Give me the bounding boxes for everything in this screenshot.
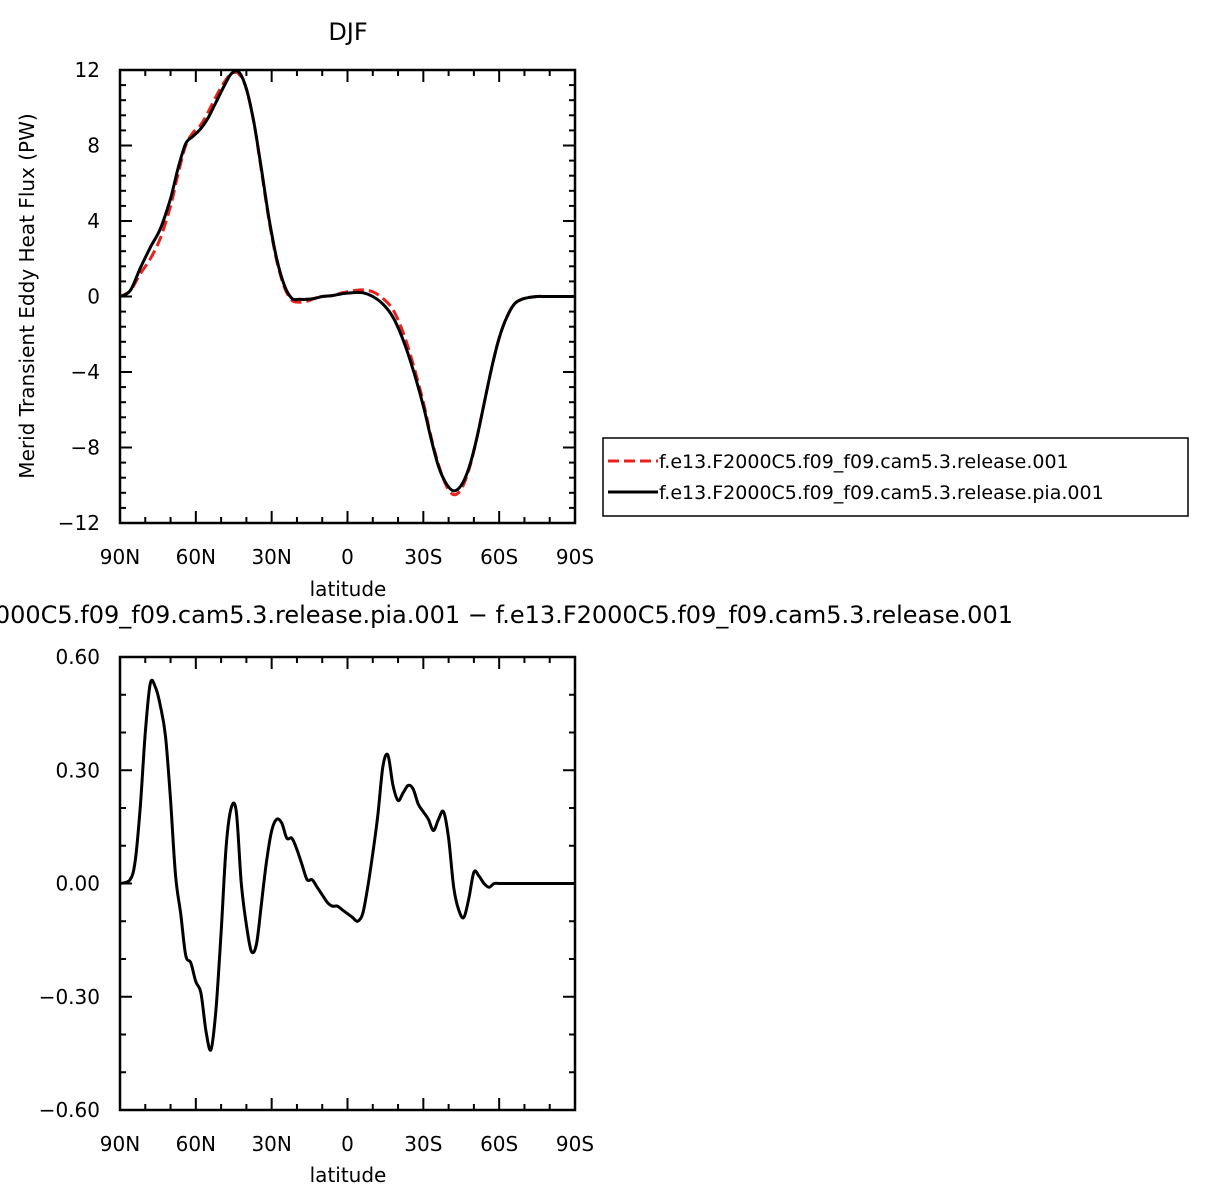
chart-title: f.e13.F2000C5.f09_f09.cam5.3.release.pia… bbox=[0, 601, 1013, 629]
top-chart: DJF 90N 60N 30N 0 30S 60S 90S 12 8 4 0 −4 −8 −12 lati… bbox=[15, 18, 1189, 601]
x-tick-label: 60N bbox=[176, 1132, 216, 1156]
series-line-2 bbox=[119, 69, 575, 493]
tick-labels: 90N 60N 30N 0 30S 60S 90S 12 8 4 0 −4 −8 −12 bbox=[58, 58, 594, 569]
x-tick-label: 90S bbox=[556, 545, 594, 569]
y-axis-label: Merid Transient Eddy Heat Flux (PW) bbox=[0, 700, 21, 1065]
y-tick-label: 8 bbox=[87, 134, 100, 158]
tick-marks bbox=[119, 69, 576, 524]
chart-title: DJF bbox=[328, 18, 367, 46]
x-axis-label: latitude bbox=[310, 1163, 387, 1187]
x-tick-label: 90N bbox=[100, 545, 140, 569]
tick-marks bbox=[119, 656, 576, 1111]
y-tick-label: 0 bbox=[87, 285, 100, 309]
x-tick-label: 0 bbox=[341, 545, 354, 569]
x-tick-label: 30S bbox=[404, 1132, 442, 1156]
plot-area bbox=[119, 678, 575, 1052]
y-tick-label: 12 bbox=[75, 58, 100, 82]
x-tick-label: 30N bbox=[251, 1132, 291, 1156]
x-tick-label: 90S bbox=[556, 1132, 594, 1156]
series-line-1 bbox=[119, 678, 575, 1052]
x-tick-label: 60S bbox=[480, 545, 518, 569]
legend: f.e13.F2000C5.f09_f09.cam5.3.release.001… bbox=[602, 437, 1189, 517]
y-tick-label: −0.60 bbox=[39, 1098, 100, 1122]
legend-label-series-1: f.e13.F2000C5.f09_f09.cam5.3.release.001 bbox=[659, 451, 1069, 473]
legend-label-series-2: f.e13.F2000C5.f09_f09.cam5.3.release.pia… bbox=[659, 482, 1104, 504]
x-tick-label: 30S bbox=[404, 545, 442, 569]
y-tick-label: 4 bbox=[87, 209, 100, 233]
y-tick-label: 0.00 bbox=[55, 872, 100, 896]
y-tick-label: −12 bbox=[58, 511, 100, 535]
series-line-1 bbox=[119, 70, 575, 497]
y-tick-label: −4 bbox=[71, 360, 100, 384]
tick-labels: 90N 60N 30N 0 30S 60S 90S 0.60 0.30 0.00 −0.30 −0.6… bbox=[39, 645, 594, 1156]
bottom-chart: f.e13.F2000C5.f09_f09.cam5.3.release.pia… bbox=[0, 601, 1013, 1187]
y-tick-label: −0.30 bbox=[39, 985, 100, 1009]
plot-area bbox=[119, 69, 575, 497]
x-tick-label: 0 bbox=[341, 1132, 354, 1156]
legend-box bbox=[602, 437, 1189, 517]
y-axis-label: Merid Transient Eddy Heat Flux (PW) bbox=[15, 113, 39, 478]
x-axis-label: latitude bbox=[310, 577, 387, 601]
y-tick-label: −8 bbox=[71, 436, 100, 460]
x-tick-label: 90N bbox=[100, 1132, 140, 1156]
x-tick-label: 60S bbox=[480, 1132, 518, 1156]
x-tick-label: 30N bbox=[251, 545, 291, 569]
y-tick-label: 0.30 bbox=[55, 758, 100, 782]
x-tick-label: 60N bbox=[176, 545, 216, 569]
y-tick-label: 0.60 bbox=[55, 645, 100, 669]
